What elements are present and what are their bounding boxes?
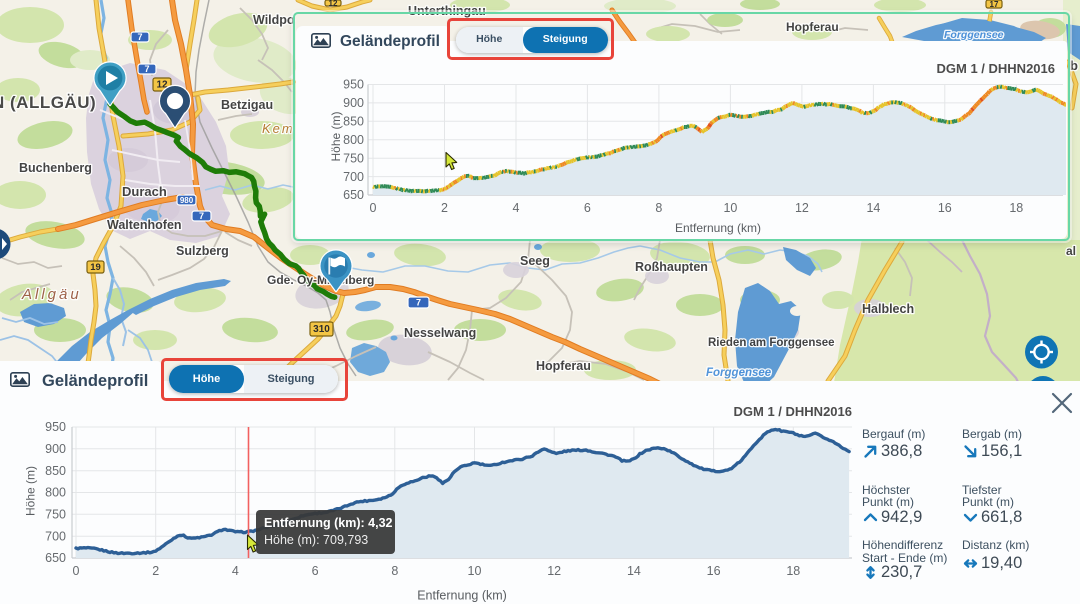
svg-text:850: 850 — [343, 114, 364, 128]
svg-text:12: 12 — [329, 0, 338, 8]
svg-text:10: 10 — [723, 201, 737, 215]
svg-text:8: 8 — [391, 564, 398, 578]
svg-text:Wildpo: Wildpo — [253, 13, 295, 27]
svg-text:700: 700 — [45, 529, 66, 543]
svg-text:4: 4 — [513, 201, 520, 215]
svg-text:6: 6 — [312, 564, 319, 578]
svg-text:650: 650 — [45, 551, 66, 565]
svg-text:950: 950 — [45, 420, 66, 434]
svg-text:b: b — [1070, 58, 1078, 73]
svg-text:Höhe (m): Höhe (m) — [24, 466, 38, 516]
svg-text:12: 12 — [795, 201, 809, 215]
svg-text:700: 700 — [343, 169, 364, 183]
svg-text:6: 6 — [584, 201, 591, 215]
svg-text:Halblech: Halblech — [862, 302, 914, 316]
svg-text:10: 10 — [468, 564, 482, 578]
svg-text:900: 900 — [45, 442, 66, 456]
svg-text:0: 0 — [73, 564, 80, 578]
svg-text:Seeg: Seeg — [520, 254, 550, 268]
svg-text:7: 7 — [144, 64, 149, 74]
svg-text:750: 750 — [45, 508, 66, 522]
svg-text:Entfernung (km): Entfernung (km) — [417, 589, 507, 603]
svg-text:12: 12 — [547, 564, 561, 578]
svg-text:Betzigau: Betzigau — [221, 98, 273, 112]
svg-text:Buchenberg: Buchenberg — [19, 161, 92, 175]
svg-text:Entfernung (km): Entfernung (km) — [675, 221, 761, 235]
svg-text:Hopferau: Hopferau — [786, 20, 839, 34]
svg-text:16: 16 — [938, 201, 952, 215]
svg-text:7: 7 — [137, 32, 142, 42]
svg-text:Hopferau: Hopferau — [536, 359, 591, 373]
svg-text:850: 850 — [45, 464, 66, 478]
svg-text:12: 12 — [156, 80, 168, 91]
svg-text:900: 900 — [343, 96, 364, 110]
svg-text:18: 18 — [1009, 201, 1023, 215]
svg-text:0: 0 — [370, 201, 377, 215]
svg-text:Unterthingau: Unterthingau — [408, 4, 486, 18]
svg-text:18: 18 — [786, 564, 800, 578]
svg-text:Höhe (m): Höhe (m) — [329, 111, 343, 161]
svg-text:Allgäu: Allgäu — [21, 286, 82, 303]
svg-text:Durach: Durach — [122, 184, 167, 199]
svg-text:2: 2 — [152, 564, 159, 578]
svg-text:7: 7 — [416, 298, 421, 308]
svg-text:Rieden am Forggensee: Rieden am Forggensee — [708, 337, 835, 349]
svg-text:Gde. Oy-Mittelberg: Gde. Oy-Mittelberg — [267, 273, 374, 287]
svg-text:7: 7 — [199, 211, 204, 221]
svg-text:Forggensee: Forggensee — [944, 29, 1004, 41]
svg-text:Waltenhofen: Waltenhofen — [107, 218, 182, 232]
svg-text:4: 4 — [232, 564, 239, 578]
svg-text:750: 750 — [343, 151, 364, 165]
svg-text:Sulzberg: Sulzberg — [176, 244, 229, 258]
svg-text:950: 950 — [343, 77, 364, 91]
svg-text:8: 8 — [655, 201, 662, 215]
svg-text:N (ALLGÄU): N (ALLGÄU) — [0, 93, 96, 112]
svg-text:650: 650 — [343, 188, 364, 202]
svg-text:17: 17 — [990, 0, 999, 9]
svg-text:19: 19 — [90, 262, 101, 273]
svg-text:Forggensee: Forggensee — [706, 367, 772, 379]
svg-text:Nesselwang: Nesselwang — [404, 326, 476, 340]
svg-text:14: 14 — [627, 564, 641, 578]
svg-text:2: 2 — [441, 201, 448, 215]
svg-text:800: 800 — [343, 132, 364, 146]
svg-text:980: 980 — [180, 196, 194, 205]
svg-text:16: 16 — [707, 564, 721, 578]
svg-text:310: 310 — [313, 324, 330, 335]
svg-text:al: al — [1066, 244, 1076, 258]
svg-text:Kem: Kem — [262, 121, 295, 136]
svg-text:800: 800 — [45, 486, 66, 500]
svg-text:Roßhaupten: Roßhaupten — [635, 260, 708, 274]
svg-text:14: 14 — [866, 201, 880, 215]
